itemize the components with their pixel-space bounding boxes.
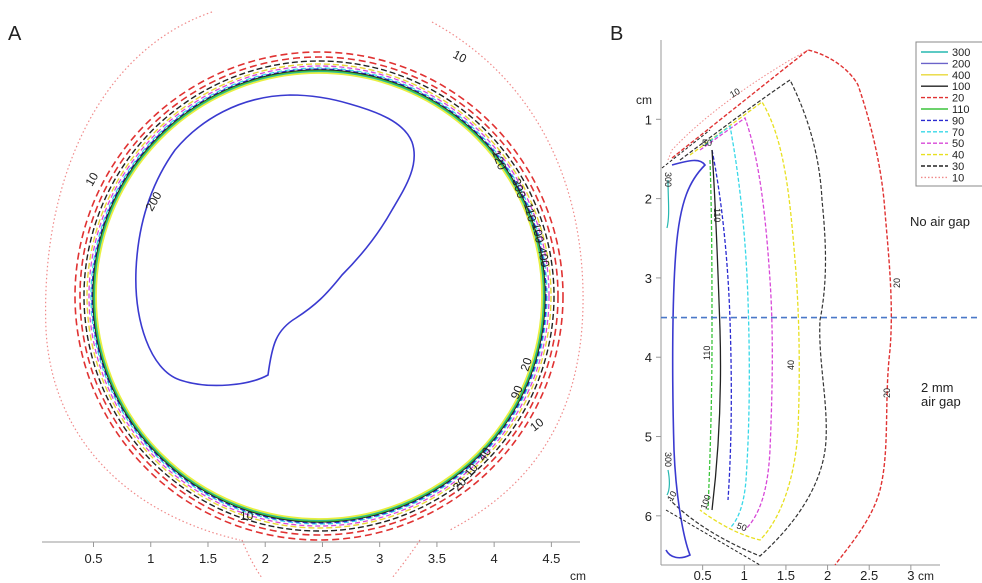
contour-b-50 [699,116,773,531]
legend-label-90: 90 [952,115,964,127]
contour-10-bottom [241,539,263,579]
contour-label-a-8: 110 [521,201,539,223]
contour-b-300 [666,179,670,496]
x-tick-label-a: 3.5 [428,551,446,566]
contour-100-ring [92,69,546,523]
contour-b-edge-top [661,129,711,169]
x-tick-label-a: 4 [491,551,498,566]
contour-10-outer-right [431,21,584,531]
contour-label-b-0: 10 [728,86,742,100]
y-tick-label-b: 4 [645,350,652,365]
contour-label-a-11: 90 [508,383,526,401]
y-tick-label-b: 2 [645,192,652,207]
contour-110-ring [93,70,545,522]
y-tick-label-b: 3 [645,271,652,286]
contour-b-70 [704,124,750,529]
contour-label-b-7: 20 [882,388,892,398]
panel-a: A 10 10 10 10 200 120 400 300 110 100 20… [8,11,586,583]
x-tick-label-b: 0.5 [694,568,712,583]
y-tick-label-b: 6 [645,509,652,524]
x-ticks-b: 0.5 1 1.5 2 2.5 3 [694,565,914,583]
contour-label-b-6: 20 [892,278,902,288]
legend-label-300: 300 [952,47,970,59]
legend-label-110: 110 [952,104,970,116]
x-tick-label-b: 3 [907,568,914,583]
x-tick-label-a: 0.5 [84,551,102,566]
legend-label-200: 200 [952,58,970,70]
x-tick-label-a: 3 [376,551,383,566]
contour-label-b-3: 300 [663,172,673,187]
contour-label-a-5: 120 [489,148,509,172]
contour-label-b-2: 110 [712,208,722,222]
contour-label-a-0: 10 [82,170,101,189]
contour-b-10 [667,49,809,161]
panel-letter-a: A [8,23,22,45]
contour-label-b-1: 50 [702,138,712,148]
y-ticks-b: 1 2 3 4 5 6 [645,112,661,524]
panel-letter-b: B [610,23,623,45]
legend-label-70: 70 [952,127,964,139]
legend-label-30: 30 [952,161,964,173]
contour-b-40 [689,101,800,541]
contour-label-a-6: 400 [535,246,552,268]
contour-20-ring-inner [79,56,559,536]
x-ticks-a: 0.5 1 1.5 2 2.5 3 3.5 4 4.5 [84,542,560,566]
contour-10-outer-left [44,11,241,541]
contour-label-b-10: 10 [665,489,679,503]
x-label-a: cm [570,569,586,583]
contour-label-a-9: 100 [529,222,547,245]
contour-50-ring [88,65,550,527]
legend-label-100: 100 [952,81,970,93]
legend-label-50: 50 [952,138,964,150]
contour-b-110 [707,159,713,511]
contour-label-a-10: 20 [518,356,536,373]
panel-b: B 1 2 3 4 5 6 0.5 1 1.5 2 2.5 3 cm cm 10 50 110 30… [610,23,982,583]
annotation-no-air-gap: No air gap [910,214,970,229]
x-tick-label-a: 4.5 [542,551,560,566]
legend-label-400: 400 [952,70,970,82]
legend-label-40: 40 [952,150,964,162]
contour-b-20 [671,49,893,566]
y-tick-label-b: 5 [645,430,652,445]
x-tick-label-b: 1 [741,568,748,583]
contour-label-b-9: 100 [698,493,713,511]
contour-label-b-5: 40 [786,360,796,370]
x-tick-label-b: 1.5 [777,568,795,583]
contour-40-ring [86,63,552,529]
contour-b-100 [711,149,722,511]
contour-30-ring [83,60,555,532]
x-tick-label-a: 1 [147,551,154,566]
contour-20-ring [74,51,564,541]
y-label-b: cm [636,93,652,107]
legend-box [915,41,982,187]
annotation-air-gap: 2 mm air gap [921,380,961,409]
contour-b-edge-bottom [665,509,761,566]
legend-label-10: 10 [952,172,964,184]
x-tick-label-b: 2.5 [860,568,878,583]
contour-label-b-11: 50 [735,520,748,533]
contour-label-b-8: 300 [663,452,673,467]
contour-b-90 [711,149,732,501]
x-label-b: cm [918,569,934,583]
legend-label-20: 20 [952,93,964,105]
contour-200-inner [135,94,415,387]
contour-70-ring [90,67,548,525]
contour-b-30 [669,79,827,557]
contour-b-200 [665,159,707,559]
contour-400-ring [95,72,543,520]
contour-label-a-3: 10 [240,509,254,523]
contour-300-ring [94,71,544,521]
x-tick-label-a: 1.5 [199,551,217,566]
contour-label-a-7: 300 [509,177,529,201]
contour-10-bottom-right [391,539,421,579]
y-tick-label-b: 1 [645,112,652,127]
x-tick-label-a: 2 [262,551,269,566]
contour-90-ring [91,68,547,524]
contour-label-b-4: 110 [702,346,712,360]
x-tick-label-b: 2 [824,568,831,583]
contour-label-a-1: 10 [451,47,470,66]
x-tick-label-a: 2.5 [313,551,331,566]
